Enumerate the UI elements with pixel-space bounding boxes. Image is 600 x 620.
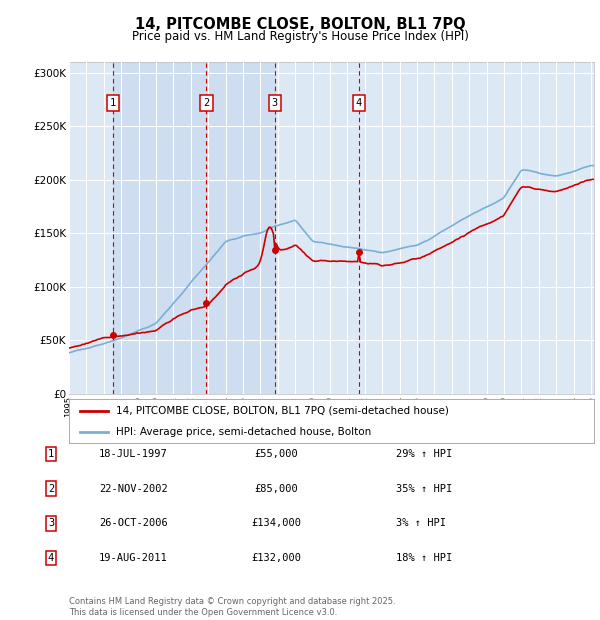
Text: 14, PITCOMBE CLOSE, BOLTON, BL1 7PQ (semi-detached house): 14, PITCOMBE CLOSE, BOLTON, BL1 7PQ (sem… (116, 405, 449, 416)
Text: 2: 2 (48, 484, 54, 494)
Text: 2: 2 (203, 98, 209, 108)
Text: 18% ↑ HPI: 18% ↑ HPI (396, 553, 452, 563)
Text: £55,000: £55,000 (254, 449, 298, 459)
Text: £85,000: £85,000 (254, 484, 298, 494)
Text: £132,000: £132,000 (251, 553, 301, 563)
Text: Contains HM Land Registry data © Crown copyright and database right 2025.
This d: Contains HM Land Registry data © Crown c… (69, 598, 395, 617)
Text: 1: 1 (48, 449, 54, 459)
Text: 1: 1 (110, 98, 116, 108)
Text: Price paid vs. HM Land Registry's House Price Index (HPI): Price paid vs. HM Land Registry's House … (131, 30, 469, 43)
Text: 26-OCT-2006: 26-OCT-2006 (99, 518, 168, 528)
Text: 3: 3 (48, 518, 54, 528)
Text: 29% ↑ HPI: 29% ↑ HPI (396, 449, 452, 459)
Text: 14, PITCOMBE CLOSE, BOLTON, BL1 7PQ: 14, PITCOMBE CLOSE, BOLTON, BL1 7PQ (134, 17, 466, 32)
Text: HPI: Average price, semi-detached house, Bolton: HPI: Average price, semi-detached house,… (116, 427, 371, 437)
Text: £134,000: £134,000 (251, 518, 301, 528)
Text: 35% ↑ HPI: 35% ↑ HPI (396, 484, 452, 494)
Text: 22-NOV-2002: 22-NOV-2002 (99, 484, 168, 494)
Text: 3% ↑ HPI: 3% ↑ HPI (396, 518, 446, 528)
Text: 4: 4 (48, 553, 54, 563)
Bar (113, 62, 275, 394)
Text: 18-JUL-1997: 18-JUL-1997 (99, 449, 168, 459)
Text: 3: 3 (272, 98, 278, 108)
Text: 19-AUG-2011: 19-AUG-2011 (99, 553, 168, 563)
Text: 4: 4 (355, 98, 362, 108)
